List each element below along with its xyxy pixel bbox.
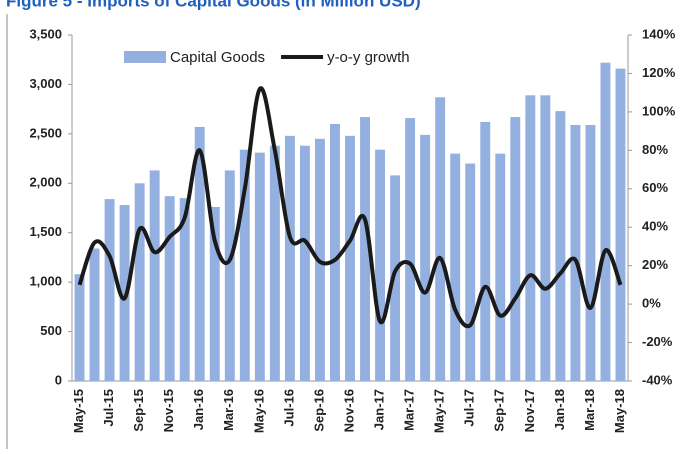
bar — [269, 145, 280, 381]
x-tick-label: Jan-17 — [371, 389, 386, 430]
legend-swatch — [124, 51, 166, 63]
bar — [224, 170, 235, 381]
y2-tick-label: -20% — [642, 334, 673, 349]
bar — [119, 205, 130, 381]
y-tick-label: 0 — [55, 372, 62, 387]
bar — [435, 97, 446, 381]
x-tick-label: Sep-16 — [311, 389, 326, 432]
bar — [89, 248, 100, 381]
bar — [450, 153, 461, 381]
legend-label: y-o-y growth — [327, 49, 410, 66]
y2-tick-label: 120% — [642, 65, 676, 80]
bar — [194, 126, 205, 382]
bar — [239, 149, 250, 381]
bar — [134, 183, 145, 381]
bar — [465, 163, 476, 381]
bar — [284, 135, 295, 381]
bar — [254, 152, 265, 381]
bar — [480, 121, 491, 381]
chart-title: Figure 5 - Imports of Capital Goods (in … — [6, 0, 421, 10]
bar — [164, 196, 175, 381]
y-tick-label: 500 — [40, 323, 62, 338]
x-tick-label: May-18 — [612, 389, 627, 433]
bar — [615, 68, 626, 382]
x-tick-label: Jul-15 — [101, 389, 116, 427]
y2-tick-label: 140% — [642, 26, 676, 41]
bar — [510, 117, 521, 382]
y2-tick-label: 60% — [642, 180, 668, 195]
x-tick-label: Mar-18 — [582, 389, 597, 431]
x-tick-label: May-16 — [251, 389, 266, 433]
bar — [525, 95, 536, 381]
y2-tick-label: 80% — [642, 142, 668, 157]
bar — [405, 118, 416, 381]
y2-tick-label: 20% — [642, 257, 668, 272]
y-tick-label: 1,500 — [29, 224, 62, 239]
bar — [74, 274, 85, 381]
bar — [555, 111, 566, 382]
x-tick-label: Mar-17 — [402, 389, 417, 431]
bar — [600, 62, 611, 382]
bar — [209, 207, 220, 381]
bar — [585, 124, 596, 382]
bar — [149, 170, 160, 381]
x-tick-label: Jul-16 — [281, 389, 296, 427]
x-tick-label: May-17 — [432, 389, 447, 433]
x-tick-label: Sep-15 — [131, 389, 146, 432]
x-tick-label: Nov-17 — [522, 389, 537, 432]
x-tick-label: Nov-16 — [341, 389, 356, 432]
x-tick-label: Mar-16 — [221, 389, 236, 431]
bar — [375, 149, 386, 381]
y2-tick-label: 40% — [642, 219, 668, 234]
y2-tick-label: -40% — [642, 372, 673, 387]
bar — [390, 175, 401, 381]
x-tick-label: Jan-16 — [191, 389, 206, 430]
bar — [345, 135, 355, 381]
bar — [420, 134, 431, 381]
bar — [299, 145, 310, 381]
x-tick-label: Sep-17 — [492, 389, 507, 432]
x-tick-label: May-15 — [71, 389, 86, 433]
bar — [570, 124, 581, 382]
bar — [360, 117, 370, 382]
y-tick-label: 3,500 — [29, 26, 62, 41]
x-tick-label: Nov-15 — [161, 389, 176, 432]
x-tick-label: Jul-17 — [462, 389, 477, 427]
bar — [330, 123, 340, 381]
x-tick-label: Jan-18 — [552, 389, 567, 430]
y2-tick-label: 0% — [642, 296, 661, 311]
bar — [179, 198, 190, 381]
legend-label: Capital Goods — [170, 49, 265, 66]
bar — [495, 153, 506, 381]
y2-tick-label: 100% — [642, 103, 676, 118]
bar — [540, 95, 551, 381]
y-tick-label: 3,000 — [29, 76, 62, 91]
growth-line — [77, 86, 623, 329]
bar — [104, 199, 115, 381]
y-tick-label: 1,000 — [29, 274, 62, 289]
y-tick-label: 2,000 — [29, 175, 62, 190]
y-tick-label: 2,500 — [29, 125, 62, 140]
